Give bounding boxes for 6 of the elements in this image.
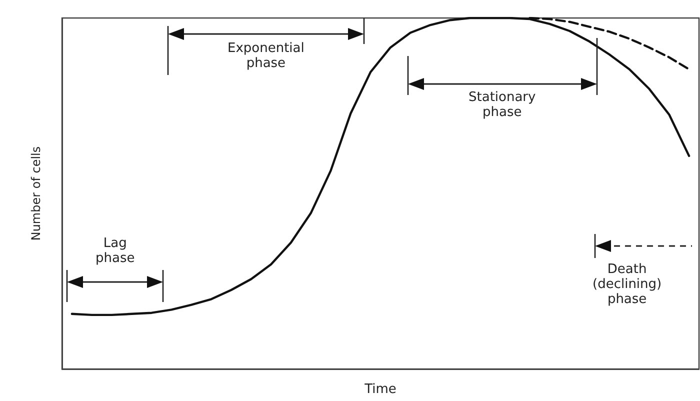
x-axis-title: Time <box>364 382 396 397</box>
annotation: Death (declining) phase <box>592 262 662 307</box>
annotation: Exponential phase <box>228 41 304 71</box>
y-axis-title: Number of cells <box>29 146 43 241</box>
annotation: Lag phase <box>96 236 135 266</box>
annotation: Stationary phase <box>468 90 536 120</box>
